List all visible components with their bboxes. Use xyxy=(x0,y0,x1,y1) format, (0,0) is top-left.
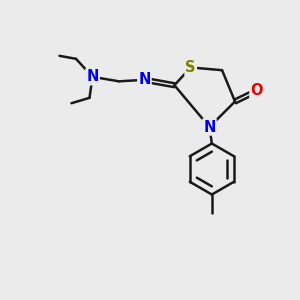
Text: S: S xyxy=(185,60,196,75)
Text: N: N xyxy=(203,119,216,134)
Text: N: N xyxy=(86,69,99,84)
Text: N: N xyxy=(138,72,151,87)
Text: O: O xyxy=(250,83,263,98)
